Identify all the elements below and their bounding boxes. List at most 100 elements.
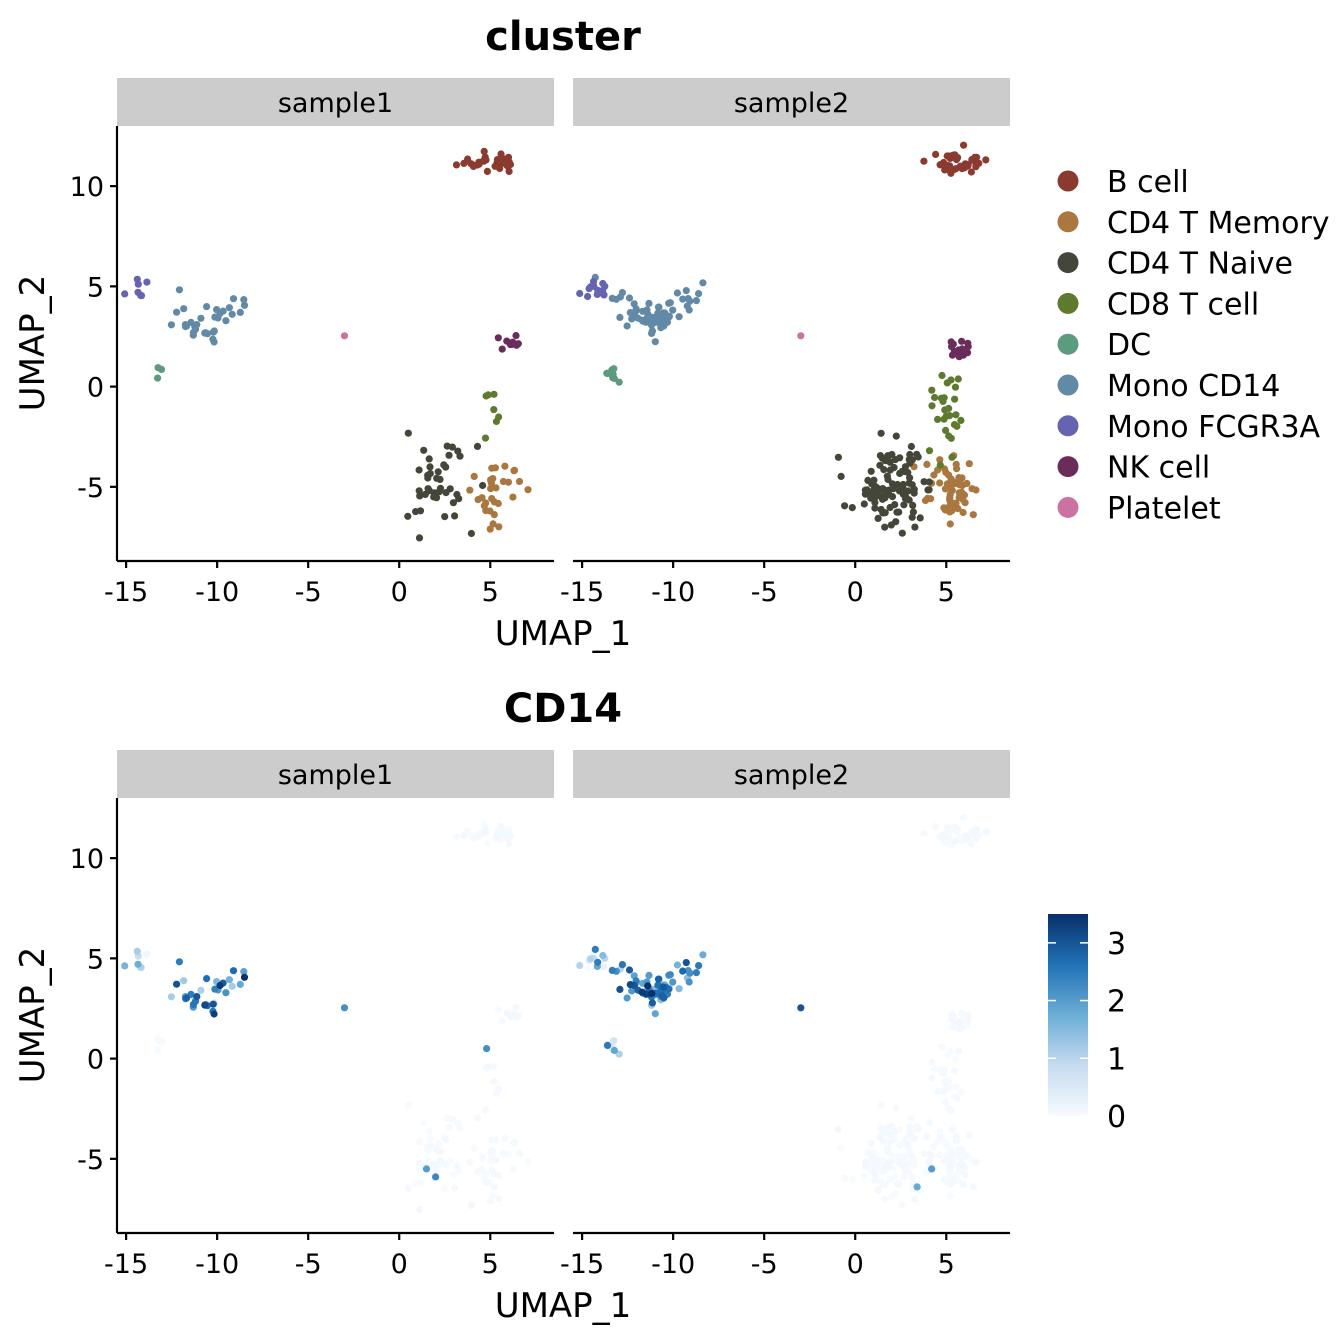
cell-point [648,317,656,326]
cell-point [222,317,230,325]
cell-point [960,141,968,149]
expression-point [499,1149,507,1158]
expression-point [908,1153,916,1161]
cell-point [947,485,955,493]
cell-point [958,337,966,345]
expression-point [167,993,175,1001]
cell-point [436,475,444,483]
expression-point [923,1132,931,1140]
cell-point [415,534,424,542]
expression-point [959,1180,967,1189]
cell-point [434,468,442,476]
expression-point [510,1139,518,1147]
expression-point [203,975,211,983]
expression-point [501,1134,509,1142]
cell-point [213,306,221,314]
cell-point [489,520,497,528]
cell-point [466,486,474,494]
y-tick-label: -5 [77,1145,104,1176]
expression-point [426,1142,434,1150]
expression-point [972,835,980,843]
expression-point [941,838,949,846]
strip-label-sample2-cluster: sample2 [734,88,849,119]
expression-point [936,1151,944,1159]
expression-point [490,1170,498,1178]
cell-point [173,308,181,316]
cell-point [612,295,620,303]
colorbar-tick-label: 0 [1107,1100,1126,1135]
cell-point [510,466,519,474]
cell-point [441,513,449,521]
expression-point [878,1126,887,1134]
cell-point [469,162,478,170]
expression-point [797,1004,805,1012]
cell-point [931,393,939,402]
cell-point [137,291,145,300]
x-tick-label: 0 [847,1249,864,1280]
cell-point [964,343,972,351]
cell-point [509,338,517,346]
cell-point [496,164,504,173]
expression-point [488,1136,496,1144]
cell-point [487,476,495,484]
expression-point [229,967,238,975]
cell-point [654,303,663,311]
cell-point [240,301,249,309]
y-tick-label: 5 [87,944,104,975]
cell-point [121,290,129,298]
cell-point [479,481,487,490]
cell-point [154,374,162,382]
cell-point [228,310,236,318]
x-tick-label: -15 [560,1249,604,1280]
cell-point [448,443,456,451]
expression-point [415,1159,423,1167]
cd14-panel: CD14 sample1 sample2 -5 0 5 10 -15 -10 -5 0 5 -15… [13,686,1010,1326]
cell-point [211,313,219,321]
cd14-title: CD14 [504,686,622,732]
cell-point [834,453,843,461]
cell-point [877,429,885,437]
y-tick-label: 10 [70,844,104,875]
colorbar [1048,914,1088,1116]
cell-point [952,411,960,419]
cell-point [963,349,972,357]
expression-point [404,1184,412,1192]
cell-point [890,463,898,472]
expression-point [623,994,631,1002]
strip-sample2-cd14 [573,750,1010,798]
cell-point [420,446,428,454]
cell-point [972,486,980,494]
cd14-colorbar-legend: 0 1 2 3 [1048,914,1126,1135]
expression-point [173,980,181,988]
expression-point [441,1185,449,1193]
expression-point [576,961,584,970]
expression-point [941,1157,950,1165]
expression-point [925,1158,933,1166]
expression-point [654,975,663,983]
cell-point [683,302,691,310]
cell-point [425,455,433,463]
expression-point [134,960,142,968]
cell-point [864,476,872,484]
cell-point [947,376,955,384]
expression-point [228,982,236,990]
expression-point [505,839,513,848]
expression-point [454,1119,462,1127]
cell-point [630,300,638,308]
expression-point [868,1152,876,1160]
axes-cluster: -5 0 5 10 -15 -10 -5 0 5 -15 -10 -5 0 5 [70,126,1010,608]
cell-point [189,331,197,339]
expression-point [948,1015,956,1023]
expression-point [487,1148,495,1156]
cell-point [599,279,607,288]
expression-point [645,971,653,980]
legend-key [1057,456,1079,478]
colorbar-tick-label: 3 [1107,927,1126,962]
cell-point [867,467,875,475]
points-cd14-sample1 [121,819,532,1214]
legend-label: NK cell [1107,451,1210,486]
expression-point [483,839,491,848]
expression-point [509,1165,517,1173]
expression-point [666,971,674,979]
